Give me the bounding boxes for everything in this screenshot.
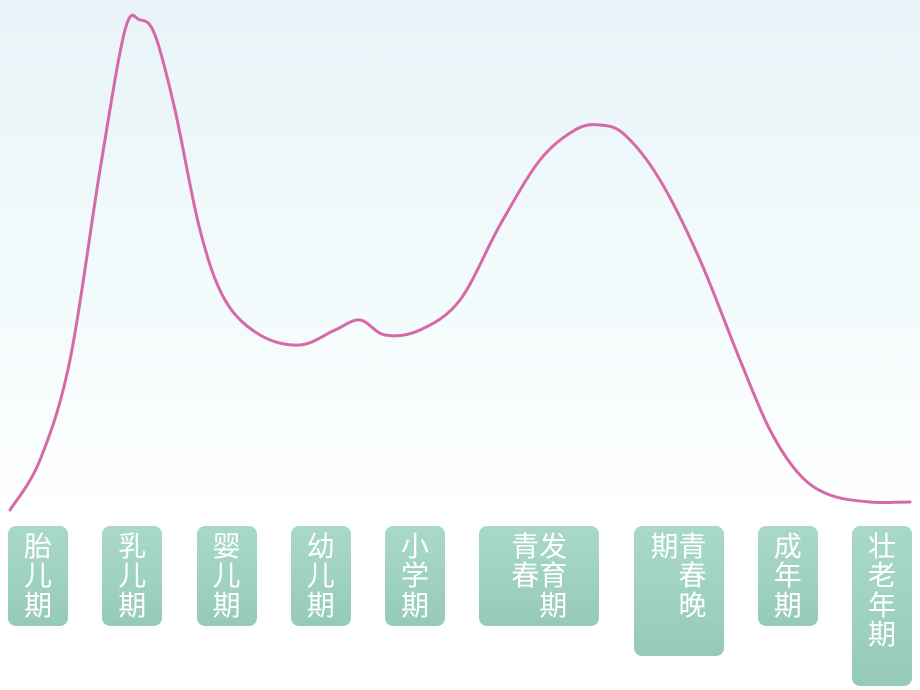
life-stage-col: 发育期 [539, 532, 567, 620]
life-stage-col: 青春 [511, 532, 539, 591]
life-stage-char: 年 [868, 591, 896, 620]
life-stage-char: 期 [650, 532, 678, 561]
life-stage-box-5: 青春发育期 [479, 526, 599, 626]
growth-curve-svg [0, 0, 920, 520]
life-stage-char: 儿 [24, 561, 52, 590]
life-stage-labels-row: 胎儿期乳儿期婴儿期幼儿期小学期青春发育期期青春晚成年期壮老年期 [0, 520, 920, 690]
life-stage-char: 儿 [118, 561, 146, 590]
life-stage-col: 小学期 [401, 532, 429, 620]
life-stage-char: 期 [212, 591, 240, 620]
life-stage-col: 青春晚 [679, 532, 707, 620]
life-stage-char: 年 [774, 561, 802, 590]
life-stage-char: 发 [539, 532, 567, 561]
life-stage-char: 青 [679, 532, 707, 561]
life-stage-char: 期 [539, 591, 567, 620]
life-stage-char: 期 [24, 591, 52, 620]
life-stage-box-3: 幼儿期 [291, 526, 351, 626]
life-stage-box-6: 期青春晚 [634, 526, 724, 656]
life-stage-box-1: 乳儿期 [102, 526, 162, 626]
life-stage-box-0: 胎儿期 [8, 526, 68, 626]
life-stage-col: 幼儿期 [307, 532, 335, 620]
life-stage-char: 儿 [212, 561, 240, 590]
life-stage-char: 期 [868, 620, 896, 649]
growth-curve-line [10, 15, 910, 510]
life-stage-col: 婴儿期 [212, 532, 240, 620]
life-stage-char: 晚 [679, 591, 707, 620]
life-stage-char: 儿 [307, 561, 335, 590]
life-stage-char: 期 [774, 591, 802, 620]
life-stage-char: 乳 [118, 532, 146, 561]
life-stage-char: 成 [774, 532, 802, 561]
life-stage-col: 胎儿期 [24, 532, 52, 620]
life-stage-char: 学 [401, 561, 429, 590]
life-stage-col: 成年期 [774, 532, 802, 620]
life-stage-char: 小 [401, 532, 429, 561]
growth-chart: 胎儿期乳儿期婴儿期幼儿期小学期青春发育期期青春晚成年期壮老年期 [0, 0, 920, 690]
life-stage-char: 幼 [307, 532, 335, 561]
life-stage-char: 期 [307, 591, 335, 620]
life-stage-char: 期 [118, 591, 146, 620]
life-stage-col: 期 [650, 532, 678, 561]
life-stage-char: 壮 [868, 532, 896, 561]
life-stage-char: 春 [679, 561, 707, 590]
life-stage-box-4: 小学期 [385, 526, 445, 626]
life-stage-char: 胎 [24, 532, 52, 561]
life-stage-char: 青 [511, 532, 539, 561]
life-stage-col: 壮老年期 [868, 532, 896, 650]
life-stage-box-7: 成年期 [758, 526, 818, 626]
life-stage-box-2: 婴儿期 [197, 526, 257, 626]
life-stage-char: 育 [539, 561, 567, 590]
life-stage-char: 春 [511, 561, 539, 590]
life-stage-char: 期 [401, 591, 429, 620]
life-stage-char: 婴 [212, 532, 240, 561]
life-stage-char: 老 [868, 561, 896, 590]
life-stage-box-8: 壮老年期 [852, 526, 912, 686]
life-stage-col: 乳儿期 [118, 532, 146, 620]
